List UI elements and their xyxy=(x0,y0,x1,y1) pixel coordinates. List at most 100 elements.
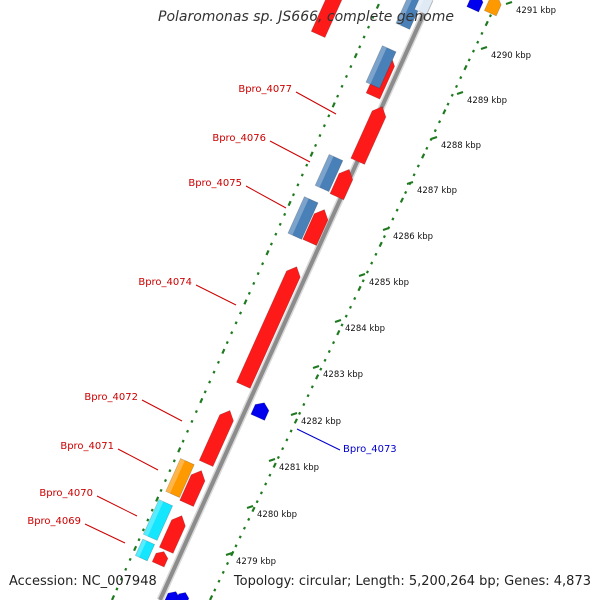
kbp-label: 4280 kbp xyxy=(257,510,297,520)
gene-box-highlight xyxy=(395,0,417,26)
outer-tick-ring xyxy=(203,390,207,394)
inner-tick-ring xyxy=(272,462,277,468)
outer-tick-ring xyxy=(190,419,194,424)
inner-tick-ring xyxy=(293,418,298,424)
kbp-major-tick xyxy=(334,319,342,323)
gene-label: Bpro_4074 xyxy=(138,277,192,288)
outer-tick-ring xyxy=(340,84,344,88)
inner-tick-ring xyxy=(319,367,323,371)
outer-tick-ring xyxy=(362,35,366,39)
inner-tick-ring xyxy=(310,385,314,389)
gene-feature-cyan xyxy=(134,538,156,562)
inner-tick-ring xyxy=(484,20,489,27)
outer-tick-ring xyxy=(269,242,273,246)
kbp-major-tick xyxy=(312,365,320,369)
gene-label-leader xyxy=(195,284,237,306)
gene-feature-red xyxy=(350,106,387,165)
gene-feature-red xyxy=(236,266,301,389)
inner-tick-ring xyxy=(268,473,272,477)
gene-box-shape xyxy=(365,45,397,89)
outer-tick-ring xyxy=(274,232,278,236)
inner-tick-ring xyxy=(336,329,341,336)
outer-tick-ring xyxy=(239,311,243,315)
outer-tick-ring xyxy=(225,340,229,345)
inner-tick-ring xyxy=(370,261,374,265)
outer-tick-ring xyxy=(186,429,190,433)
inner-tick-ring xyxy=(234,544,238,548)
kbp-label: 4284 kbp xyxy=(345,324,385,334)
gene-arrow-shape xyxy=(310,0,346,38)
backbone-line xyxy=(158,0,432,600)
inner-tick-ring xyxy=(230,550,235,557)
gene-feature-steelblue xyxy=(395,0,427,30)
outer-tick-ring xyxy=(212,370,216,374)
outer-tick-ring xyxy=(336,94,340,98)
outer-tick-ring xyxy=(194,409,198,414)
gene-feature-white xyxy=(414,0,436,16)
inner-tick-ring xyxy=(221,570,225,574)
inner-tick-ring xyxy=(471,49,476,53)
inner-tick-ring xyxy=(361,279,365,283)
inner-tick-ring xyxy=(480,31,484,36)
gene-box-shape xyxy=(414,0,436,16)
outer-tick-ring xyxy=(230,331,234,335)
inner-tick-ring xyxy=(416,164,420,168)
outer-tick-ring xyxy=(199,397,204,404)
inner-tick-ring xyxy=(242,526,246,530)
gene-arrow-shape xyxy=(302,209,329,246)
outer-tick-ring xyxy=(146,518,150,522)
inner-tick-ring xyxy=(251,506,256,513)
accession-text: Accession: NC_007948 xyxy=(9,574,157,589)
inner-tick-ring xyxy=(442,109,447,115)
gene-arrow-shape xyxy=(151,551,169,568)
outer-tick-ring xyxy=(256,271,260,276)
gene-feature-red xyxy=(302,209,329,246)
outer-tick-ring xyxy=(234,321,238,325)
gene-label: Bpro_4075 xyxy=(188,178,242,189)
inner-tick-ring xyxy=(281,447,285,451)
inner-tick-ring xyxy=(433,129,437,133)
gene-arrow-shape xyxy=(198,410,234,467)
gene-label: Bpro_4077 xyxy=(238,84,292,95)
outer-tick-ring xyxy=(208,380,212,384)
outer-tick-ring xyxy=(265,249,270,256)
outer-tick-ring xyxy=(181,439,185,443)
inner-tick-ring xyxy=(285,438,289,442)
kbp-major-tick xyxy=(406,181,414,185)
outer-tick-ring xyxy=(300,173,304,177)
inner-tick-ring xyxy=(289,429,293,433)
gene-label-leader xyxy=(269,140,311,163)
gene-arrow-shape xyxy=(179,470,206,507)
gene-box-highlight xyxy=(165,458,185,494)
inner-tick-ring xyxy=(327,349,331,354)
gene-arrow-shape xyxy=(175,592,190,600)
kbp-major-tick xyxy=(382,227,390,231)
inner-tick-ring xyxy=(353,296,357,301)
gene-feature-red xyxy=(329,168,354,201)
gene-box-shape xyxy=(134,538,156,562)
outer-tick-ring xyxy=(287,200,292,207)
gene-label: Bpro_4072 xyxy=(84,392,138,403)
inner-tick-ring xyxy=(340,323,344,327)
inner-tick-ring xyxy=(315,374,320,380)
inner-tick-ring xyxy=(276,455,280,460)
kbp-major-tick xyxy=(246,505,254,509)
gene-box-highlight xyxy=(414,0,428,12)
gene-label: Bpro_4071 xyxy=(60,441,114,452)
outer-tick-ring xyxy=(168,469,172,473)
gene-feature-steelblue xyxy=(314,153,344,193)
gene-label-leader xyxy=(84,523,126,544)
gene-feature-blue xyxy=(250,402,270,421)
inner-tick-ring xyxy=(255,500,259,504)
inner-tick-ring xyxy=(306,394,310,398)
inner-tick-ring xyxy=(391,217,395,221)
inner-tick-ring xyxy=(467,58,471,62)
inner-tick-ring xyxy=(259,491,263,495)
kbp-label: 4286 kbp xyxy=(393,232,433,242)
gene-label-leader xyxy=(296,428,341,451)
inner-tick-ring xyxy=(323,358,327,362)
inner-tick-ring xyxy=(344,314,348,318)
outer-tick-ring xyxy=(371,15,375,19)
gene-feature-cyan xyxy=(142,499,174,541)
